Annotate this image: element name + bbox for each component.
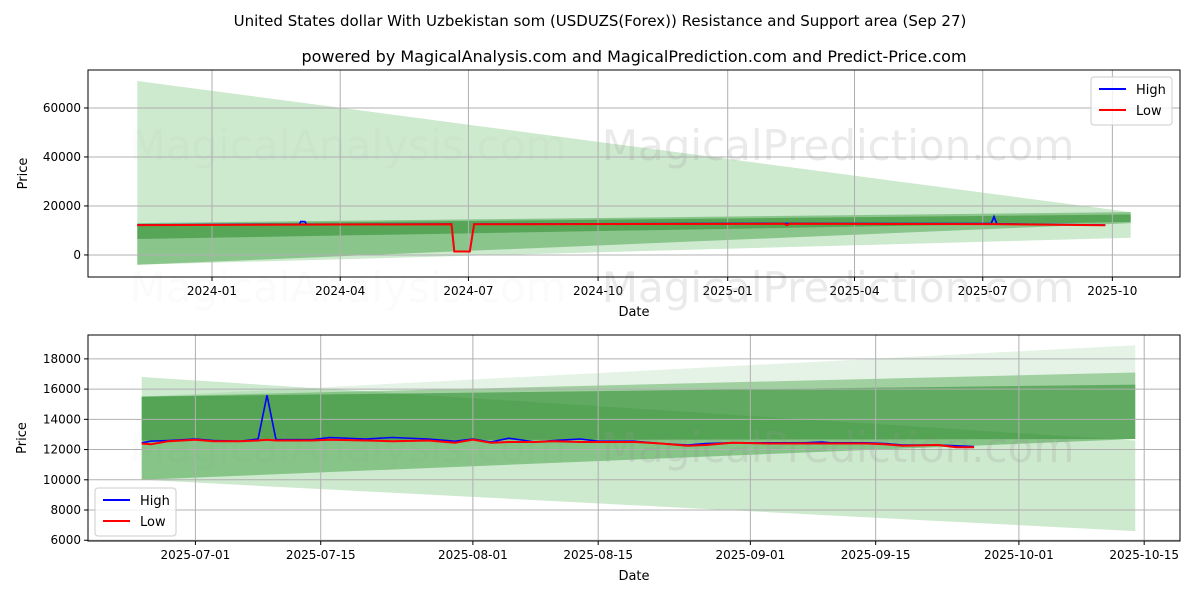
support-resistance-band [141,384,1136,441]
x-axis-label: Date [618,305,649,320]
y-tick-label: 10000 [43,473,81,487]
x-tick-label: 2024-01 [187,284,237,298]
axes-frame [87,334,1181,542]
y-tick-label: 60000 [43,101,81,115]
support-resistance-band [137,214,1131,240]
y-tick-label: 40000 [43,150,81,164]
x-tick-label: 2025-10 [1087,284,1137,298]
legend: High Low [1090,76,1173,126]
x-tick-label: 2025-07-15 [286,548,356,562]
y-tick-label: 16000 [43,382,81,396]
x-tick-label: 2024-07 [443,284,493,298]
watermark-text: MagicalAnalysis.com [130,121,567,170]
y-axis-label: Price [16,158,31,190]
watermark-text: MagicalPrediction.com [602,423,1075,472]
y-tick-label: 20000 [43,199,81,213]
legend-label-low: Low [1136,104,1162,119]
watermark-text: MagicalPrediction.com [602,263,1075,312]
y-tick-label: 18000 [43,352,81,366]
legend-label-high: High [1136,83,1166,98]
legend-label-high: High [140,494,170,509]
chart-subtitle: powered by MagicalAnalysis.com and Magic… [301,47,966,66]
y-tick-label: 8000 [50,503,81,517]
x-tick-label: 2025-08-01 [438,548,508,562]
series-line-low [141,438,975,449]
subplot-1: 2024-01 2024-04 2024-07 2024-10 2025-01 2025-… [16,69,1181,320]
x-tick-label: 2025-04 [829,284,879,298]
x-tick-label: 2025-07-01 [161,548,231,562]
x-axis-label: Date [618,569,649,584]
legend-label-low: Low [140,515,166,530]
axes-frame [87,69,1181,278]
y-tick-label: 6000 [50,533,81,547]
y-tick-label: 0 [73,248,81,262]
watermark-text: MagicalAnalysis.com [130,263,567,312]
x-tick-label: 2024-04 [315,284,365,298]
x-tick-label: 2025-09-01 [715,548,785,562]
legend: High Low [94,487,177,537]
x-tick-label: 2025-08-15 [563,548,633,562]
chart-title: United States dollar With Uzbekistan som… [234,12,967,30]
x-tick-label: 2024-10 [573,284,623,298]
series-line-low [137,222,1106,253]
y-axis-label: Price [15,422,30,454]
x-tick-label: 2025-10-15 [1109,548,1179,562]
x-tick-label: 2025-01 [703,284,753,298]
watermark-text: MagicalAnalysis.com [130,423,567,472]
subplot-2: 2025-07-01 2025-07-15 2025-08-01 2025-08-15… [15,334,1181,584]
x-tick-label: 2025-10-01 [984,548,1054,562]
y-tick-label: 14000 [43,412,81,426]
x-tick-label: 2025-07 [958,284,1008,298]
x-tick-label: 2025-09-15 [841,548,911,562]
y-tick-label: 12000 [43,443,81,457]
watermark-text: MagicalPrediction.com [602,121,1075,170]
